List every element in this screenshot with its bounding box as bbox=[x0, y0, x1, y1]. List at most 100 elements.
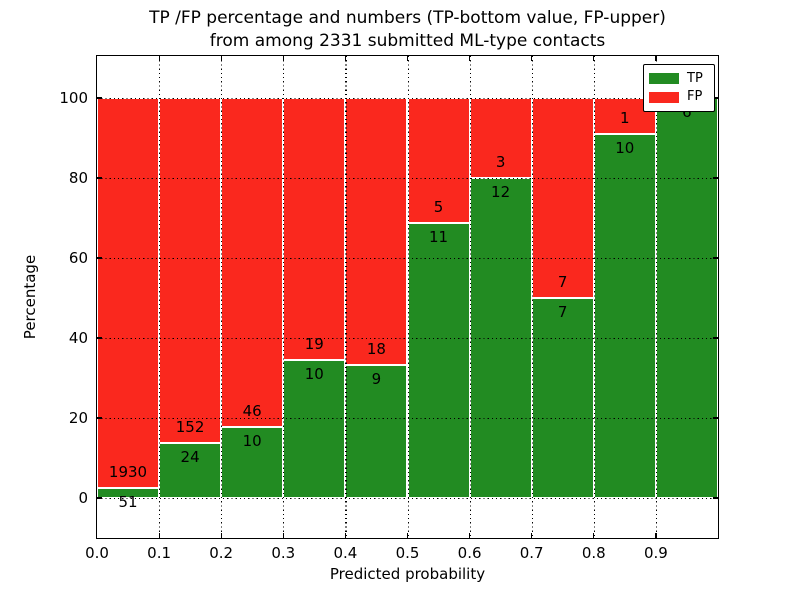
grid-line-vertical bbox=[283, 56, 285, 538]
bar-segment-tp bbox=[345, 364, 408, 498]
x-tick-mark bbox=[220, 56, 222, 61]
x-tick-label: 0.2 bbox=[209, 544, 234, 562]
x-tick-mark bbox=[531, 56, 533, 61]
y-tick-mark bbox=[713, 257, 718, 259]
bar-segment-fp bbox=[345, 98, 408, 365]
x-tick-mark bbox=[344, 533, 347, 538]
bar-segment-tp bbox=[531, 298, 594, 498]
grid-line-vertical bbox=[593, 56, 595, 538]
bar-segment-fp bbox=[97, 98, 160, 488]
bar-segment-fp bbox=[531, 98, 594, 298]
x-tick-mark bbox=[531, 533, 533, 538]
legend-swatch-fp bbox=[649, 91, 679, 103]
grid-line-vertical bbox=[221, 56, 223, 538]
y-tick-mark bbox=[97, 257, 102, 259]
bar-count-label-tp: 24 bbox=[180, 448, 200, 467]
bar-count-label-tp: 10 bbox=[304, 365, 324, 384]
grid-line-vertical bbox=[655, 56, 658, 538]
bar-count-label-tp: 11 bbox=[428, 228, 449, 246]
grid-line-vertical bbox=[469, 56, 471, 538]
bar-segment-fp bbox=[221, 98, 284, 427]
bar-segment-fp bbox=[159, 98, 222, 444]
y-tick-mark bbox=[97, 497, 102, 499]
y-tick-label: 40 bbox=[68, 329, 88, 347]
y-tick-label: 80 bbox=[68, 169, 88, 187]
bar-segment-fp bbox=[283, 98, 346, 361]
grid-line-vertical bbox=[345, 56, 347, 538]
x-tick-label: 0.1 bbox=[147, 544, 172, 562]
bar-count-label-tp: 6 bbox=[682, 103, 692, 121]
x-tick-mark bbox=[344, 56, 347, 61]
y-tick-label: 60 bbox=[68, 249, 88, 267]
bar-count-label-tp: 7 bbox=[557, 303, 568, 321]
x-tick-mark bbox=[406, 56, 409, 61]
grid-line-vertical bbox=[407, 56, 409, 538]
bar-count-label-tp: 10 bbox=[615, 139, 635, 158]
y-tick-mark bbox=[713, 177, 718, 179]
x-tick-label: 0.6 bbox=[457, 544, 482, 562]
bar-count-label-fp: 3 bbox=[495, 153, 506, 171]
y-tick-mark bbox=[97, 337, 102, 339]
grid-line-vertical bbox=[159, 56, 161, 538]
x-tick-label: 0.3 bbox=[271, 544, 296, 562]
bar-segment-tp bbox=[97, 487, 160, 498]
legend-swatch-tp bbox=[649, 73, 679, 85]
chart-title: TP /FP percentage and numbers (TP-bottom… bbox=[97, 7, 718, 53]
y-axis-label: Percentage bbox=[21, 254, 39, 340]
y-tick-mark bbox=[97, 97, 102, 99]
bar-count-label-fp: 1 bbox=[620, 109, 630, 128]
legend: TP FP bbox=[643, 64, 715, 112]
bar-count-label-fp: 152 bbox=[175, 418, 205, 437]
y-tick-label: 0 bbox=[78, 489, 88, 507]
legend-item-label: TP bbox=[687, 70, 703, 86]
chart-title-line-1: TP /FP percentage and numbers (TP-bottom… bbox=[149, 8, 666, 28]
legend-item-label: FP bbox=[687, 89, 703, 105]
bar-count-label-fp: 19 bbox=[304, 335, 324, 354]
x-tick-label: 0.5 bbox=[395, 544, 420, 562]
bar-segment-tp bbox=[159, 443, 222, 498]
y-tick-label: 20 bbox=[68, 409, 88, 427]
x-tick-label: 0.4 bbox=[333, 544, 358, 562]
y-tick-mark bbox=[97, 177, 102, 179]
y-tick-mark bbox=[713, 417, 718, 419]
x-tick-mark bbox=[282, 56, 284, 61]
x-tick-mark bbox=[655, 56, 657, 61]
bar-count-label-fp: 18 bbox=[366, 339, 386, 358]
legend-item-fp: FP bbox=[649, 90, 709, 104]
bar-count-label-fp: 1930 bbox=[108, 462, 148, 481]
y-tick-label: 100 bbox=[59, 89, 88, 107]
bar-segment-fp bbox=[469, 98, 532, 178]
x-tick-label: 0.8 bbox=[581, 544, 606, 562]
x-tick-mark bbox=[406, 533, 409, 538]
x-tick-mark bbox=[158, 533, 160, 538]
bar-count-label-fp: 5 bbox=[433, 198, 444, 216]
grid-line-vertical bbox=[531, 56, 533, 538]
chart-title-line-2: from among 2331 submitted ML-type contac… bbox=[209, 31, 606, 51]
x-tick-mark bbox=[282, 533, 284, 538]
x-tick-mark bbox=[469, 56, 471, 61]
bar-segment-tp bbox=[283, 360, 346, 498]
x-tick-label: 0.7 bbox=[519, 544, 544, 562]
x-axis-label: Predicted probability bbox=[329, 565, 486, 583]
x-tick-label: 0.9 bbox=[643, 544, 668, 562]
x-tick-label: 0.0 bbox=[85, 544, 109, 562]
bar-segment-tp bbox=[593, 134, 656, 498]
y-tick-mark bbox=[713, 97, 718, 99]
y-tick-mark bbox=[713, 337, 718, 339]
bar-count-label-tp: 10 bbox=[242, 431, 262, 450]
bar-count-label-fp: 46 bbox=[242, 401, 262, 420]
bar-segment-tp bbox=[407, 223, 470, 498]
bar-segment-fp bbox=[407, 98, 470, 223]
y-tick-mark bbox=[97, 417, 102, 419]
x-tick-mark bbox=[158, 56, 160, 61]
x-tick-mark bbox=[593, 56, 595, 61]
y-tick-mark bbox=[713, 497, 718, 499]
legend-item-tp: TP bbox=[649, 70, 709, 86]
bar-count-label-fp: 7 bbox=[557, 273, 568, 291]
bar-count-label-tp: 51 bbox=[118, 492, 138, 511]
bar-segment-tp bbox=[655, 98, 718, 498]
bar-count-label-tp: 12 bbox=[491, 183, 511, 201]
bar-count-label-tp: 9 bbox=[371, 369, 382, 388]
